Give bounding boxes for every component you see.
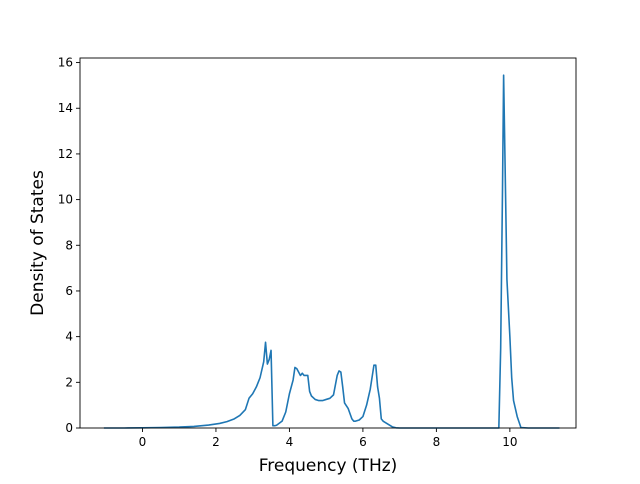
x-tick-label: 10 [502,435,517,449]
y-tick-label: 10 [58,193,73,207]
x-axis-ticks: 0 2 4 6 8 10 [139,428,518,449]
y-tick-label: 2 [65,375,73,389]
y-tick-label: 8 [65,238,73,252]
y-tick-label: 6 [65,284,73,298]
x-tick-label: 6 [359,435,367,449]
plot-frame [79,57,577,429]
x-tick-label: 8 [433,435,441,449]
y-tick-label: 14 [58,101,73,115]
x-tick-label: 0 [139,435,147,449]
x-tick-label: 4 [286,435,294,449]
y-axis-ticks: 0 2 4 6 8 10 12 14 16 [58,56,80,435]
y-tick-label: 16 [58,56,73,70]
x-axis-label: Frequency (THz) [259,456,398,476]
y-tick-label: 12 [58,147,73,161]
plot-area [80,58,576,428]
x-tick-label: 2 [212,435,220,449]
y-tick-label: 0 [65,421,73,435]
y-tick-label: 4 [65,330,73,344]
y-axis-label: Density of States [28,170,48,316]
